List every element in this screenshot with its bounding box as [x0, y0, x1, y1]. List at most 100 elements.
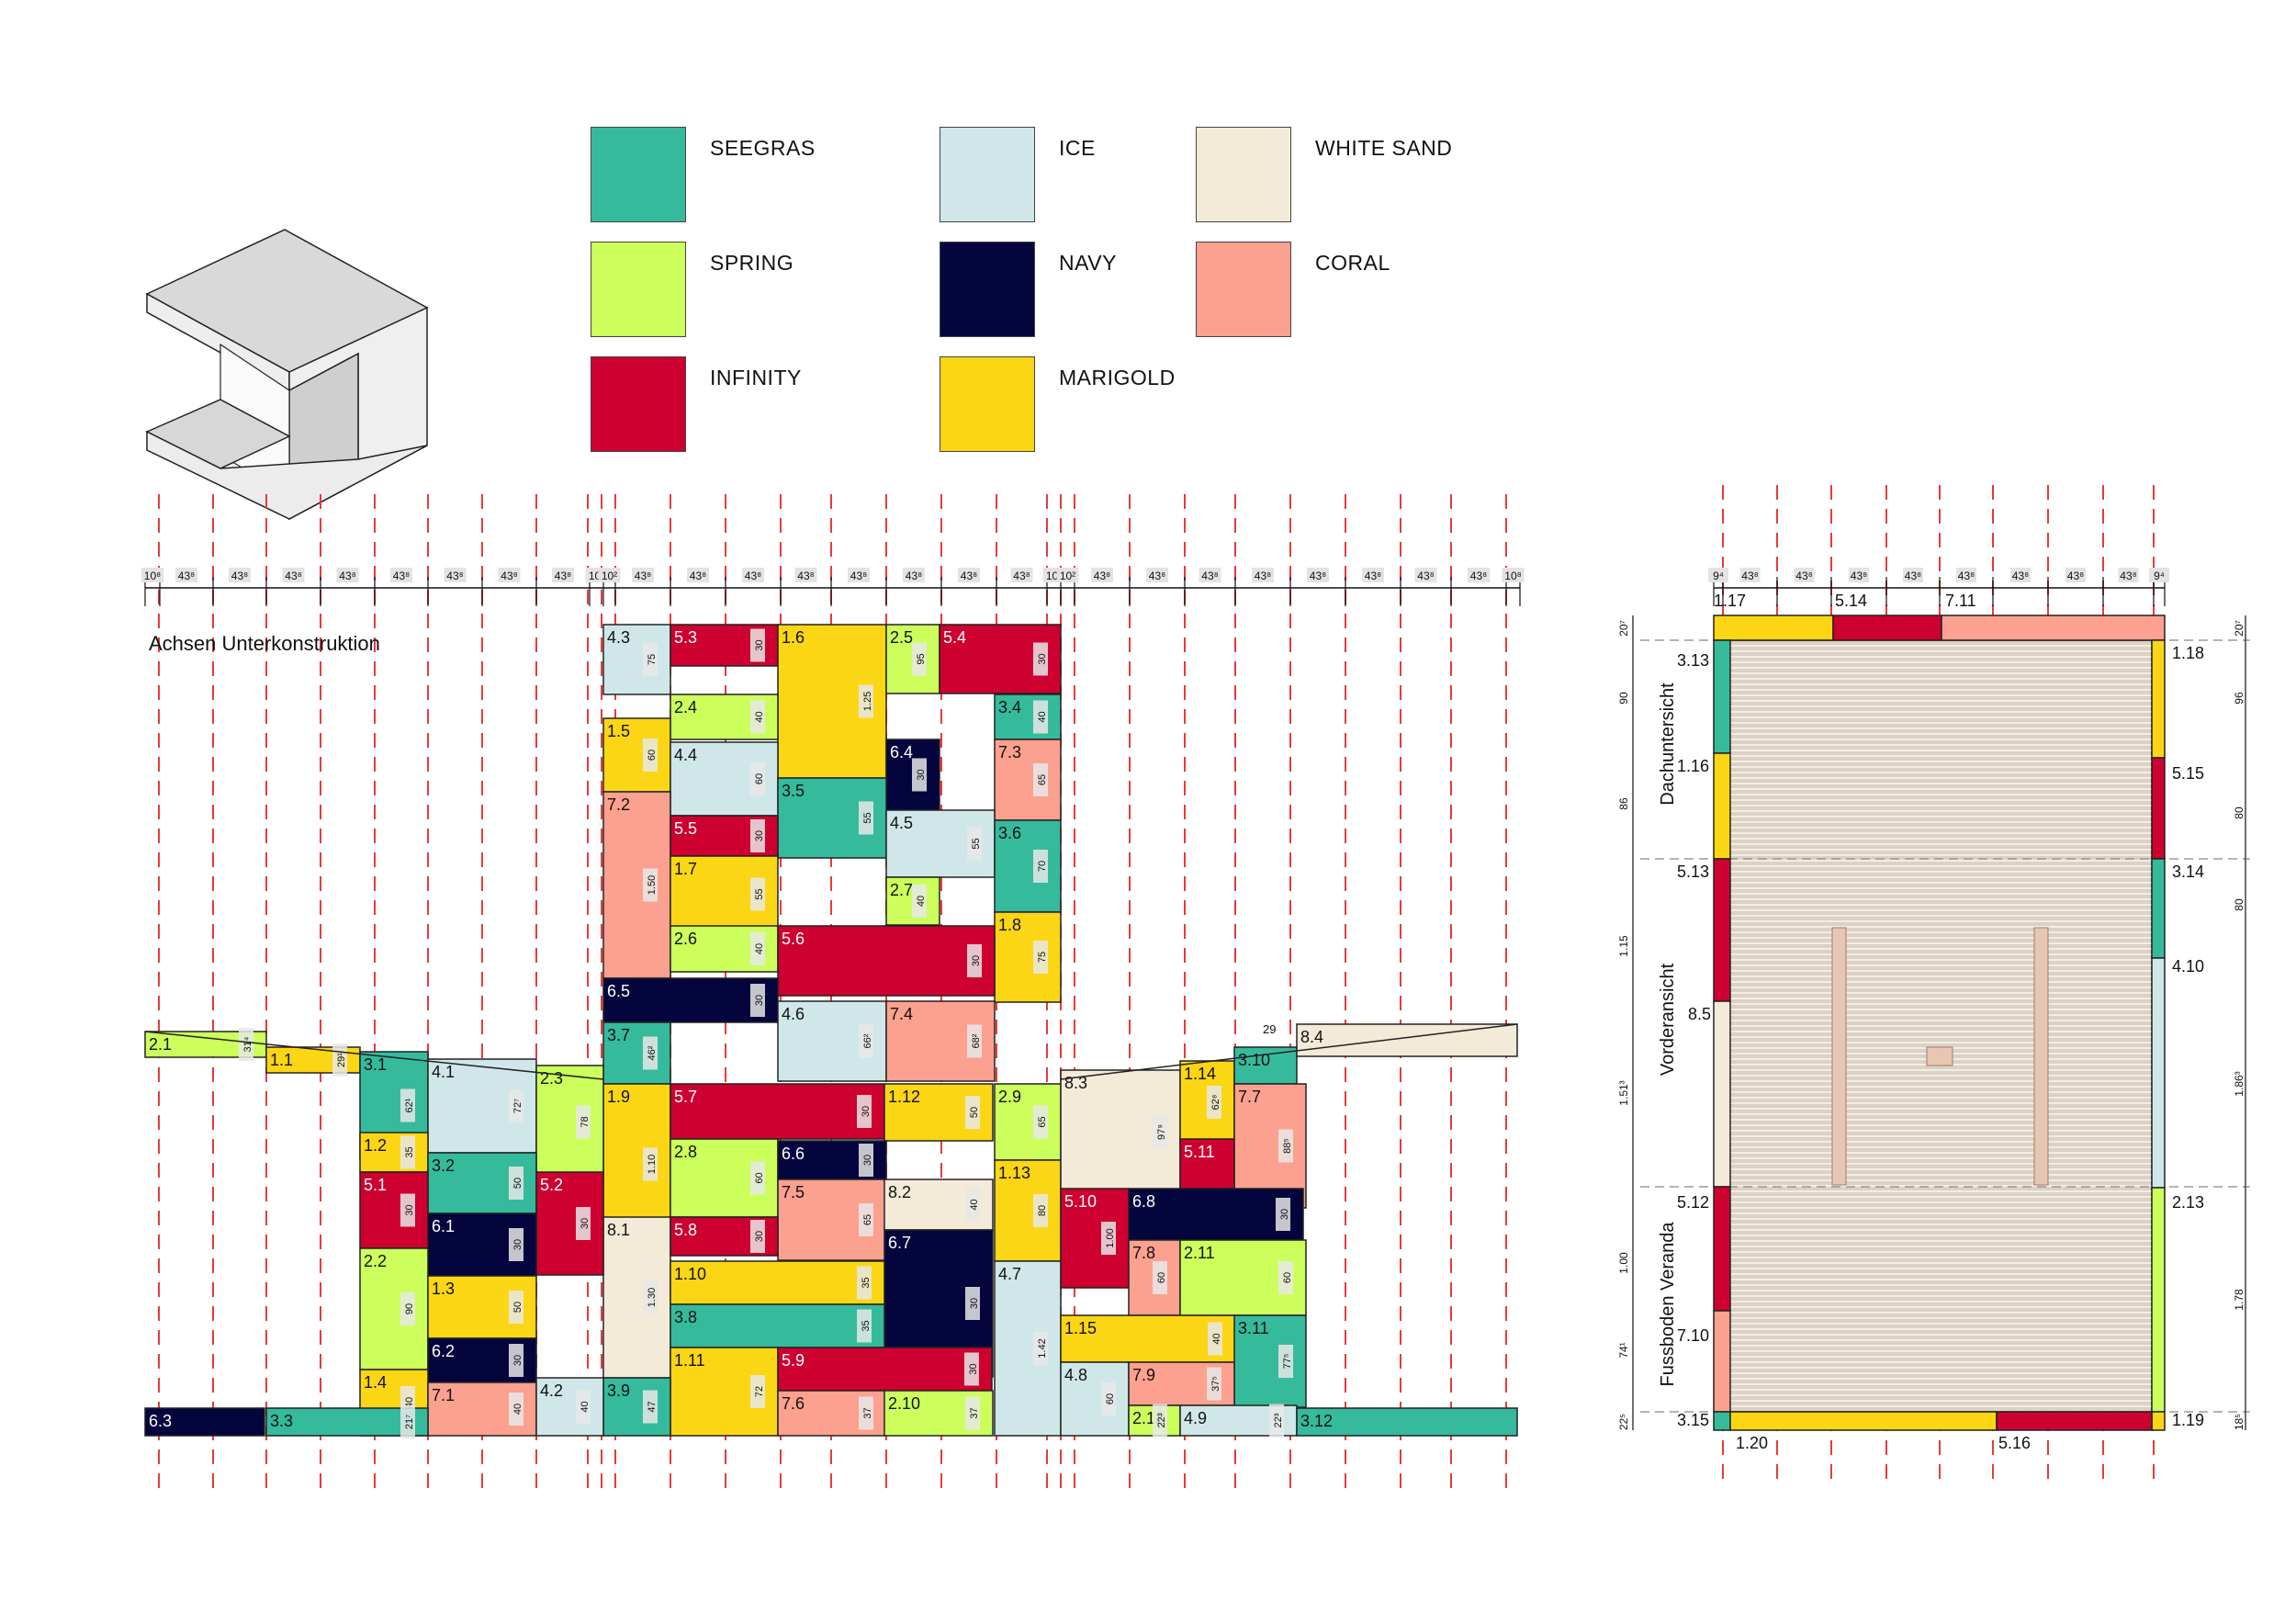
panel-id: 4.5 [890, 814, 913, 832]
panel-shape [1233, 1083, 1307, 1209]
panel-shape [427, 1212, 537, 1277]
panel-dimension-tag [859, 1203, 873, 1236]
legend-swatch [940, 127, 1035, 222]
panel-dimension-tag [643, 868, 658, 902]
panel-shape [1996, 1411, 2153, 1431]
legend-swatch [1196, 242, 1291, 337]
panel-dimension: 21⁷ [404, 1415, 415, 1429]
panel-dimension: 50 [512, 1302, 523, 1313]
plan-panel-5-12: 5.12 [1677, 1186, 1731, 1312]
panel-id: 4.4 [674, 746, 697, 764]
panel-id: 6.1 [432, 1217, 455, 1235]
panel-dimension-tag [965, 1287, 980, 1320]
panel-id: 7.5 [782, 1183, 805, 1201]
panel-shape [777, 925, 996, 997]
dimension-tag [2065, 568, 2086, 582]
panel-4-3: 4.3 75 [602, 624, 671, 695]
panel-id: 5.8 [674, 1221, 697, 1239]
legend-swatch [591, 242, 686, 337]
panel-shape [670, 1303, 885, 1348]
panel-7-2: 7.2 1.50 [602, 791, 671, 979]
panel-1-14: 1.14 62⁸ [1179, 1060, 1235, 1145]
panel-id: 3.12 [1300, 1412, 1333, 1430]
legend-label: SPRING [710, 251, 794, 275]
panel-id: 1.10 [674, 1265, 706, 1283]
panel-dimension: 55 [754, 888, 765, 899]
dimension-value: 43⁸ [1741, 570, 1758, 582]
panel-id: 3.13 [1677, 651, 1709, 670]
panel-5-3: 5.3 30 [670, 624, 779, 667]
panel-shape [1713, 1310, 1731, 1413]
panel-dimension-tag [1278, 1345, 1293, 1378]
panel-id: 6.3 [149, 1412, 172, 1430]
plan-panel-3-13: 3.13 [1677, 639, 1731, 754]
panel-dimension: 30 [861, 1106, 872, 1117]
panel-dimension-tag [576, 1207, 591, 1240]
panel-dimension-tag [239, 1028, 253, 1061]
panel-id: 4.2 [540, 1382, 563, 1400]
panel-shape [1060, 1188, 1130, 1289]
panel-dimension: 1.00 [1105, 1228, 1116, 1247]
dimension-value: 43⁸ [1149, 570, 1165, 582]
panel-id: 1.13 [998, 1164, 1030, 1182]
panel-dimension-tag [1278, 1261, 1293, 1294]
panel-id: 5.16 [1998, 1434, 2031, 1452]
panel-dimension-tag [859, 1396, 873, 1430]
panel-7-9: 7.9 37⁵ [1128, 1361, 1235, 1406]
panel-dimension: 29¹ [336, 1053, 347, 1067]
panel-2-4: 2.4 40 [670, 694, 779, 740]
panel-shape [2151, 639, 2166, 759]
panel-shape [994, 1083, 1062, 1161]
panel-dimension-tag [750, 700, 765, 734]
plan-panel-1-17: 1.17 [1713, 592, 1834, 641]
panel-id: 2.4 [674, 698, 697, 716]
dimension-tag [336, 568, 359, 582]
panel-dimension-tag [400, 1405, 415, 1438]
panel-dimension-tag [400, 1292, 415, 1325]
panel-dimension-tag [859, 1144, 873, 1177]
panel-dimension-tag [964, 1352, 979, 1386]
dimension-value: 43⁸ [178, 570, 195, 582]
plan-panel-5-13: 5.13 [1677, 858, 1731, 1002]
panel-dimension-tag [965, 1396, 980, 1430]
panel-dimension: 22³ [1156, 1413, 1167, 1427]
panel-id: 5.14 [1835, 592, 1867, 610]
panel-4-8: 4.8 60 [1060, 1361, 1130, 1437]
panel-dimension: 30 [971, 955, 982, 966]
panel-4-9: 4.9 22³ [1179, 1404, 1298, 1438]
panel-dimension: 50 [969, 1107, 980, 1118]
panel-dimension: 1.30 [647, 1288, 658, 1307]
dimension-tag [1091, 568, 1113, 582]
legend-label: SEEGRAS [710, 136, 816, 160]
panel-id: 7.7 [1238, 1088, 1261, 1106]
panel-id: 3.7 [607, 1026, 630, 1044]
panel-id: 6.8 [1132, 1192, 1155, 1211]
panel-dimension: 75 [1037, 952, 1048, 963]
dimension-value: 22⁵ [1617, 1414, 1630, 1430]
panel-id: 3.3 [270, 1412, 293, 1430]
panel-dimension-tag [400, 1193, 415, 1227]
panel-5-6: 5.6 30 [777, 925, 996, 997]
panel-dimension-tag [1033, 1194, 1048, 1227]
panel-id: 7.2 [607, 795, 630, 814]
panel-shape [1128, 1188, 1304, 1241]
panel-2-11: 2.11 60 [1179, 1239, 1307, 1316]
panel-7-8: 7.860 [1128, 1239, 1181, 1316]
panel-dimension-tag [750, 819, 765, 852]
panel-id: 2.3 [540, 1069, 563, 1088]
dimension-value: 86 [1617, 797, 1630, 810]
panel-dimension-tag [643, 643, 658, 676]
dimension-tag [1362, 568, 1384, 582]
dimension-tag [687, 568, 709, 582]
legend-swatch [940, 356, 1035, 452]
panel-dimension-tag [643, 739, 658, 772]
dimension-value: 20⁷ [2233, 620, 2245, 637]
panel-id: 6.7 [888, 1234, 911, 1252]
panel-dimension: 75 [647, 654, 658, 665]
dimension-value: 43⁸ [1013, 570, 1030, 582]
panel-shape [535, 1171, 604, 1276]
dimension-value: 10² [1060, 570, 1075, 582]
panel-3-8: 3.8 35 [670, 1303, 885, 1348]
panel-dimension-tag [643, 1390, 658, 1424]
